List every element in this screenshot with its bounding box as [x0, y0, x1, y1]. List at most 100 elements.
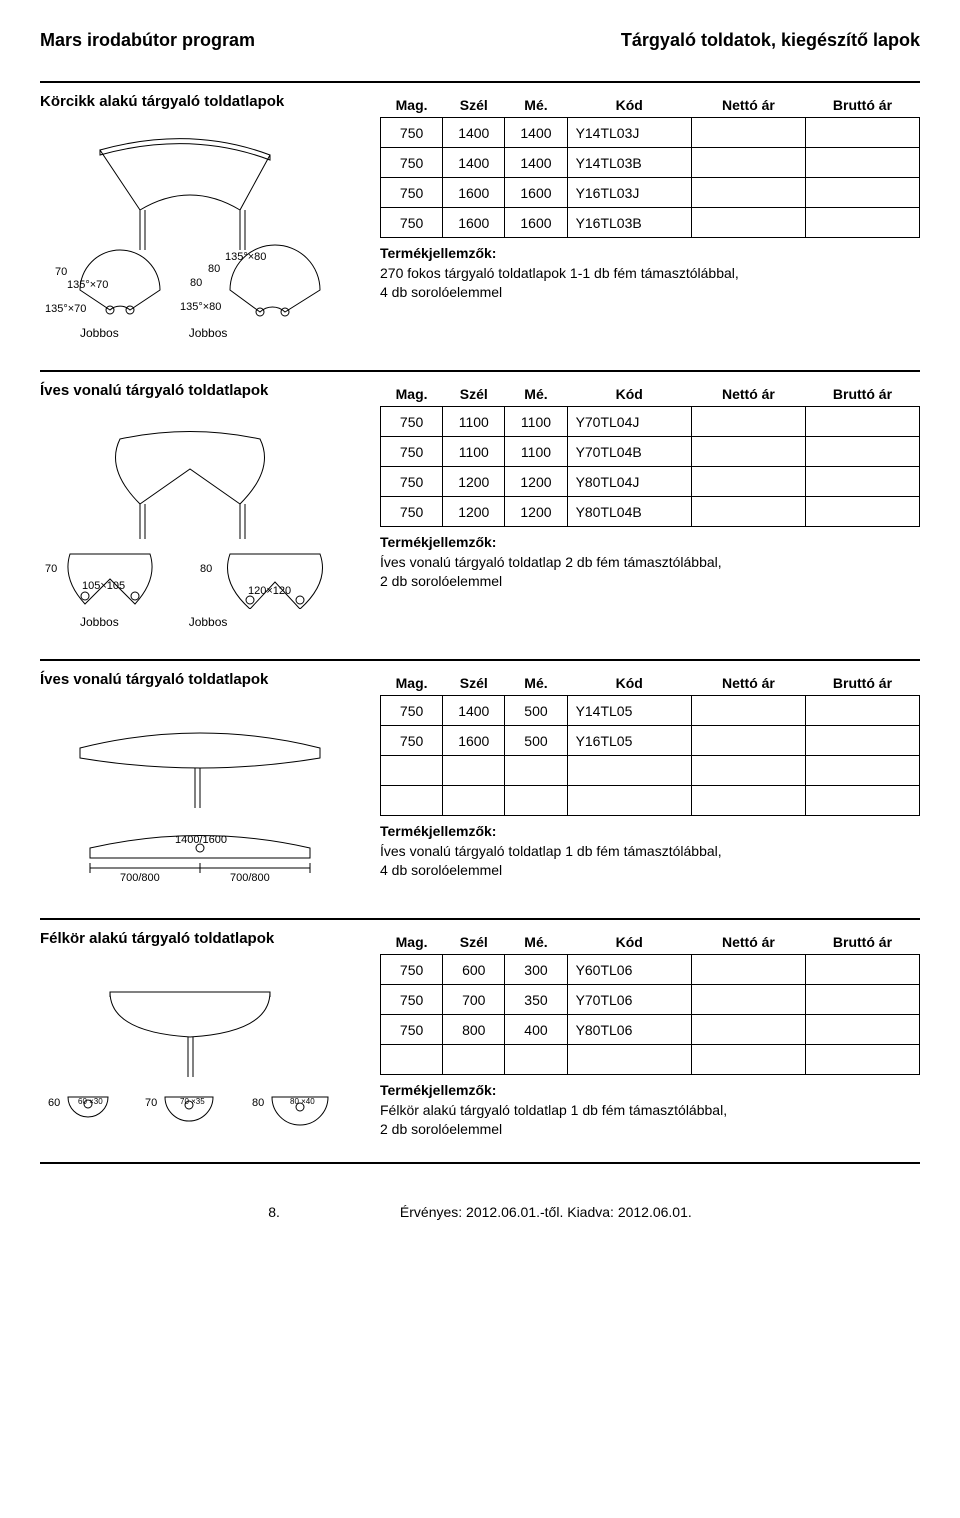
table-cell — [691, 786, 805, 816]
table-cell: 1200 — [505, 497, 567, 527]
col-brutto: Bruttó ár — [805, 93, 919, 118]
diagram-ives1: 70 105×105 80 120×120 — [40, 409, 360, 609]
svg-text:80 ×40: 80 ×40 — [290, 1097, 315, 1106]
page-footer: 8. Érvényes: 2012.06.01.-től. Kiadva: 20… — [40, 1204, 920, 1220]
table-cell — [381, 1045, 443, 1075]
table-cell — [691, 467, 805, 497]
col-mag: Mag. — [381, 930, 443, 955]
footer-validity: Érvényes: 2012.06.01.-től. Kiadva: 2012.… — [400, 1204, 692, 1220]
col-kod: Kód — [567, 930, 691, 955]
jobbos-left: Jobbos — [80, 326, 119, 340]
table-cell: 750 — [381, 497, 443, 527]
table-cell: 750 — [381, 148, 443, 178]
col-szel: Szél — [443, 93, 505, 118]
table-cell: Y70TL06 — [567, 985, 691, 1015]
table-row: 7501400500Y14TL05 — [381, 696, 920, 726]
svg-text:135°×80: 135°×80 — [180, 301, 221, 313]
diagram-ives2: 1400/1600 700/800 700/800 — [40, 698, 360, 888]
header-left: Mars irodabútor program — [40, 30, 255, 51]
table-cell: Y16TL03J — [567, 178, 691, 208]
col-me: Mé. — [505, 930, 567, 955]
table-cell — [805, 437, 919, 467]
table-row: 75014001400Y14TL03B — [381, 148, 920, 178]
section-title: Íves vonalú tárgyaló toldatlapok — [40, 382, 372, 399]
jobbos-right: Jobbos — [189, 615, 228, 629]
table-cell — [805, 756, 919, 786]
col-me: Mé. — [505, 382, 567, 407]
col-brutto: Bruttó ár — [805, 382, 919, 407]
table-cell: 1400 — [443, 118, 505, 148]
table-cell: Y80TL04J — [567, 467, 691, 497]
section-felkor: Félkör alakú tárgyaló toldatlapok 60 60 … — [40, 918, 920, 1164]
col-me: Mé. — [505, 93, 567, 118]
table-cell: 1200 — [443, 467, 505, 497]
table-cell — [443, 756, 505, 786]
table-cell: 1100 — [505, 437, 567, 467]
svg-text:80: 80 — [208, 263, 220, 275]
table-row: 75011001100Y70TL04J — [381, 407, 920, 437]
jobbos-right: Jobbos — [189, 326, 228, 340]
table-cell: 800 — [443, 1015, 505, 1045]
table-cell — [691, 955, 805, 985]
features-label: Termékjellemzők: — [380, 823, 496, 839]
table-cell: 300 — [505, 955, 567, 985]
svg-text:700/800: 700/800 — [120, 872, 160, 884]
table-cell — [805, 407, 919, 437]
svg-text:80: 80 — [190, 277, 202, 289]
table-row: 750700350Y70TL06 — [381, 985, 920, 1015]
table-row — [381, 1045, 920, 1075]
features-text: Íves vonalú tárgyaló toldatlap 2 db fém … — [380, 554, 722, 590]
table-row: 75011001100Y70TL04B — [381, 437, 920, 467]
features-block: Termékjellemzők: 270 fokos tárgyaló told… — [380, 244, 920, 303]
table-cell: 1400 — [505, 118, 567, 148]
table-cell — [691, 1015, 805, 1045]
features-text: Félkör alakú tárgyaló toldatlap 1 db fém… — [380, 1102, 727, 1138]
table-cell — [805, 497, 919, 527]
col-mag: Mag. — [381, 382, 443, 407]
table-cell — [567, 1045, 691, 1075]
table-cell — [691, 756, 805, 786]
table-cell: 750 — [381, 985, 443, 1015]
header-right: Tárgyaló toldatok, kiegészítő lapok — [621, 30, 920, 51]
table-cell: 1100 — [505, 407, 567, 437]
col-netto: Nettó ár — [691, 93, 805, 118]
col-szel: Szél — [443, 382, 505, 407]
table-cell: Y70TL04B — [567, 437, 691, 467]
table-cell: 1100 — [443, 407, 505, 437]
features-block: Termékjellemzők: Íves vonalú tárgyaló to… — [380, 822, 920, 881]
section-korcikk: Körcikk alakú tárgyaló toldatlapok — [40, 81, 920, 350]
col-brutto: Bruttó ár — [805, 671, 919, 696]
table-korcikk: Mag. Szél Mé. Kód Nettó ár Bruttó ár 750… — [380, 93, 920, 238]
svg-text:60: 60 — [48, 1097, 60, 1109]
table-cell: 750 — [381, 437, 443, 467]
table-row: 75016001600Y16TL03B — [381, 208, 920, 238]
table-cell: Y80TL06 — [567, 1015, 691, 1045]
table-cell: Y80TL04B — [567, 497, 691, 527]
table-cell — [805, 208, 919, 238]
table-cell: 500 — [505, 696, 567, 726]
table-cell — [691, 118, 805, 148]
table-cell — [505, 756, 567, 786]
table-cell: Y14TL03J — [567, 118, 691, 148]
table-cell: 1200 — [443, 497, 505, 527]
table-cell — [691, 696, 805, 726]
table-cell: 1400 — [443, 148, 505, 178]
table-row: 75012001200Y80TL04J — [381, 467, 920, 497]
table-cell — [691, 497, 805, 527]
footer-page: 8. — [268, 1204, 280, 1220]
svg-text:120×120: 120×120 — [248, 585, 291, 597]
table-cell: 750 — [381, 955, 443, 985]
table-row: 75014001400Y14TL03J — [381, 118, 920, 148]
table-cell — [381, 756, 443, 786]
table-cell: 1600 — [505, 208, 567, 238]
section-title: Íves vonalú tárgyaló toldatlapok — [40, 671, 372, 688]
table-cell — [691, 407, 805, 437]
table-cell: 1200 — [505, 467, 567, 497]
features-label: Termékjellemzők: — [380, 534, 496, 550]
col-netto: Nettó ár — [691, 930, 805, 955]
jobbos-left: Jobbos — [80, 615, 119, 629]
table-cell: 1600 — [443, 208, 505, 238]
table-cell — [443, 786, 505, 816]
table-cell: 1400 — [505, 148, 567, 178]
features-block: Termékjellemzők: Félkör alakú tárgyaló t… — [380, 1081, 920, 1140]
